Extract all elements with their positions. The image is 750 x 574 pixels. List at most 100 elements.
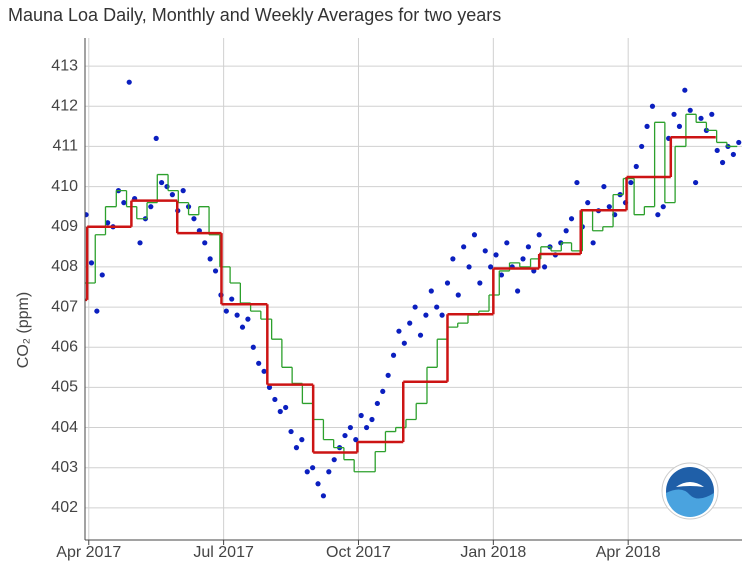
daily-point [256,360,262,366]
daily-point [380,388,386,395]
daily-point [671,111,677,117]
daily-point [363,424,370,431]
x-tick-label: Jan 2018 [460,544,526,561]
daily-point [466,264,472,270]
daily-point [698,115,704,121]
daily-point [541,264,548,270]
y-tick-label: 405 [51,379,78,396]
daily-point [401,340,407,346]
daily-point [482,248,488,254]
daily-point [347,424,353,431]
x-tick-label: Oct 2017 [326,544,391,561]
daily-point [655,212,661,218]
chart-title: Mauna Loa Daily, Monthly and Weekly Aver… [8,5,501,25]
noaa-logo [661,462,719,520]
y-tick-label: 413 [51,57,78,74]
step-line [85,135,716,454]
daily-point [714,147,720,154]
daily-point [477,280,483,286]
y-tick-label: 406 [51,338,78,355]
daily-point [277,408,283,415]
daily-point [396,328,402,334]
daily-point [693,179,699,186]
daily-point [261,368,267,374]
y-tick-label: 402 [51,499,78,516]
daily-point [229,296,235,302]
daily-point [315,481,321,487]
daily-point [471,232,478,238]
daily-point [736,139,742,146]
daily-point [660,204,666,210]
daily-point [520,256,526,262]
daily-point [417,332,424,338]
daily-point [515,288,521,294]
daily-point [434,304,440,310]
daily-point [390,352,397,358]
y-tick-label: 404 [51,419,78,436]
daily-point [644,123,650,129]
daily-point [266,384,273,390]
y-tick-label: 410 [51,178,78,195]
daily-point [180,188,186,194]
daily-point [342,432,348,439]
daily-point [461,244,467,250]
daily-point [126,79,132,85]
daily-point [412,304,418,310]
daily-point [153,135,159,141]
grid [85,38,742,540]
step-line [85,113,738,473]
daily-point [563,228,569,234]
daily-point [272,396,278,403]
daily-point [639,143,645,150]
daily-point [207,256,213,262]
daily-point [310,465,316,471]
daily-point [169,192,175,198]
daily-point [606,204,612,210]
daily-point [245,316,251,322]
daily-point [283,404,289,411]
y-axis-label: CO₂ (ppm) [15,292,32,368]
daily-point [585,200,591,206]
daily-point [498,272,505,278]
daily-point [85,212,89,218]
logo-gull [676,482,704,487]
daily-point [574,179,580,186]
daily-point [590,240,596,246]
daily-point [191,216,197,222]
daily-point [709,111,715,117]
y-tick-label: 408 [51,258,78,275]
daily-point [239,324,246,330]
daily-point [649,103,656,109]
daily-point [326,469,332,475]
daily-point [719,159,726,166]
y-tick-label: 412 [51,97,78,114]
daily-point [320,493,327,499]
daily-point [423,312,429,318]
daily-point [682,87,688,93]
daily-point [676,123,683,129]
daily-point [536,232,542,238]
daily-point [568,216,575,222]
daily-point [158,179,165,186]
daily-point [525,244,531,250]
daily-point [121,200,127,206]
plot-area [85,79,742,499]
daily-point [488,264,494,270]
daily-point [202,240,208,246]
logo-wave [666,489,714,517]
daily-point [331,457,337,463]
daily-point [633,163,639,170]
daily-point [628,179,634,186]
daily-point [385,372,391,378]
y-tick-label: 409 [51,218,78,235]
daily-point [137,240,143,246]
daily-point [99,272,105,278]
daily-point [223,308,229,314]
y-tick-label: 407 [51,298,78,315]
daily-point [88,260,95,266]
x-tick-label: Apr 2018 [596,544,661,561]
daily-point [455,292,461,298]
daily-point [358,412,364,419]
daily-point [304,469,310,475]
